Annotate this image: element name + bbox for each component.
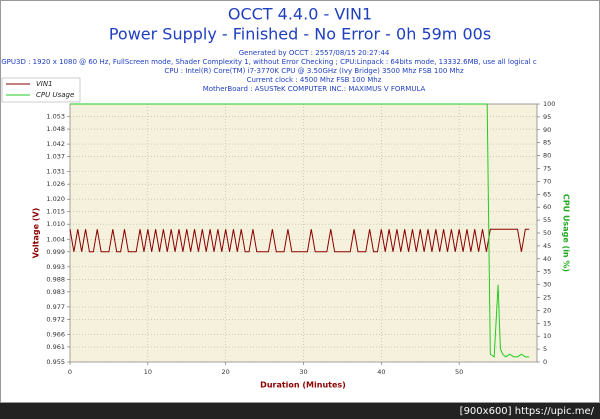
y2-tick-label: 10 — [543, 332, 551, 340]
x-tick-label: 10 — [144, 368, 152, 376]
y-tick-label: 1.031 — [46, 168, 65, 176]
x-tick-label: 0 — [68, 368, 72, 376]
y2-tick-label: 60 — [543, 203, 551, 211]
y-tick-label: 0.988 — [46, 275, 65, 283]
y2-tick-label: 45 — [543, 242, 551, 250]
y-tick-label: 1.048 — [46, 125, 65, 133]
y-tick-label: 1.037 — [46, 153, 65, 161]
y2-tick-label: 50 — [543, 229, 551, 237]
series-line — [69, 228, 530, 253]
x-axis-label: Duration (Minutes) — [260, 381, 346, 390]
info-line: Generated by OCCT : 2557/08/15 20:27:44 — [239, 49, 390, 57]
y-tick-label: 0.983 — [46, 288, 65, 296]
y2-tick-label: 0 — [543, 358, 547, 366]
y2-tick-label: 100 — [543, 100, 555, 108]
x-tick-label: 40 — [377, 368, 385, 376]
x-tick-label: 50 — [455, 368, 463, 376]
y-tick-label: 0.993 — [46, 263, 65, 271]
y2-tick-label: 25 — [543, 294, 551, 302]
chart-title: OCCT 4.4.0 - VIN1 — [228, 5, 372, 24]
y2-tick-label: 80 — [543, 152, 551, 160]
footer: [900x600] https://upic.me/ — [460, 406, 595, 417]
info-line: MotherBoard : ASUSTeK COMPUTER INC.: MAX… — [203, 85, 426, 93]
x-tick-label: 30 — [299, 368, 307, 376]
y-tick-label: 0.955 — [46, 358, 65, 366]
x-tick-label: 20 — [222, 368, 230, 376]
y2-tick-label: 85 — [543, 139, 551, 147]
y2-tick-label: 15 — [543, 319, 551, 327]
info-line: Current clock : 4500 Mhz FSB 100 Mhz — [247, 76, 382, 84]
y-tick-label: 1.010 — [46, 220, 65, 228]
legend-box — [1, 77, 81, 103]
y2-axis-label: CPU Usage (in %) — [562, 194, 571, 272]
y2-tick-label: 5 — [543, 345, 547, 353]
y2-tick-label: 30 — [543, 281, 551, 289]
info-line: g : GPU3D : 1920 x 1080 @ 60 Hz, FullScr… — [0, 58, 537, 66]
y2-tick-label: 95 — [543, 113, 551, 121]
y-tick-label: 0.961 — [46, 343, 65, 351]
y-tick-label: 0.999 — [46, 248, 65, 256]
y-axis-label: Voltage (V) — [32, 208, 41, 259]
footer-bar — [0, 403, 600, 419]
y-tick-label: 1.004 — [46, 235, 65, 243]
chart-subtitle: Power Supply - Finished - No Error - 0h … — [109, 25, 491, 44]
y2-tick-label: 55 — [543, 216, 551, 224]
y2-tick-label: 40 — [543, 255, 551, 263]
info-line: CPU : Intel(R) Core(TM) i7-3770K CPU @ 3… — [164, 67, 464, 75]
y-tick-label: 1.015 — [46, 208, 65, 216]
y-tick-label: 0.977 — [46, 303, 65, 311]
y-tick-label: 1.053 — [46, 113, 65, 121]
y2-tick-label: 35 — [543, 268, 551, 276]
y2-tick-label: 90 — [543, 126, 551, 134]
y-tick-label: 1.026 — [46, 180, 65, 188]
legend-label: VIN1 — [36, 80, 53, 88]
y-tick-label: 0.972 — [46, 315, 65, 323]
y-tick-label: 1.020 — [46, 195, 65, 203]
y2-tick-label: 20 — [543, 306, 551, 314]
legend-label: CPU Usage — [36, 91, 74, 99]
y-tick-label: 0.966 — [46, 330, 65, 338]
series-line — [70, 103, 530, 358]
y2-tick-label: 75 — [543, 165, 551, 173]
y2-tick-label: 65 — [543, 190, 551, 198]
y-tick-label: 1.042 — [46, 140, 65, 148]
y2-tick-label: 70 — [543, 177, 551, 185]
